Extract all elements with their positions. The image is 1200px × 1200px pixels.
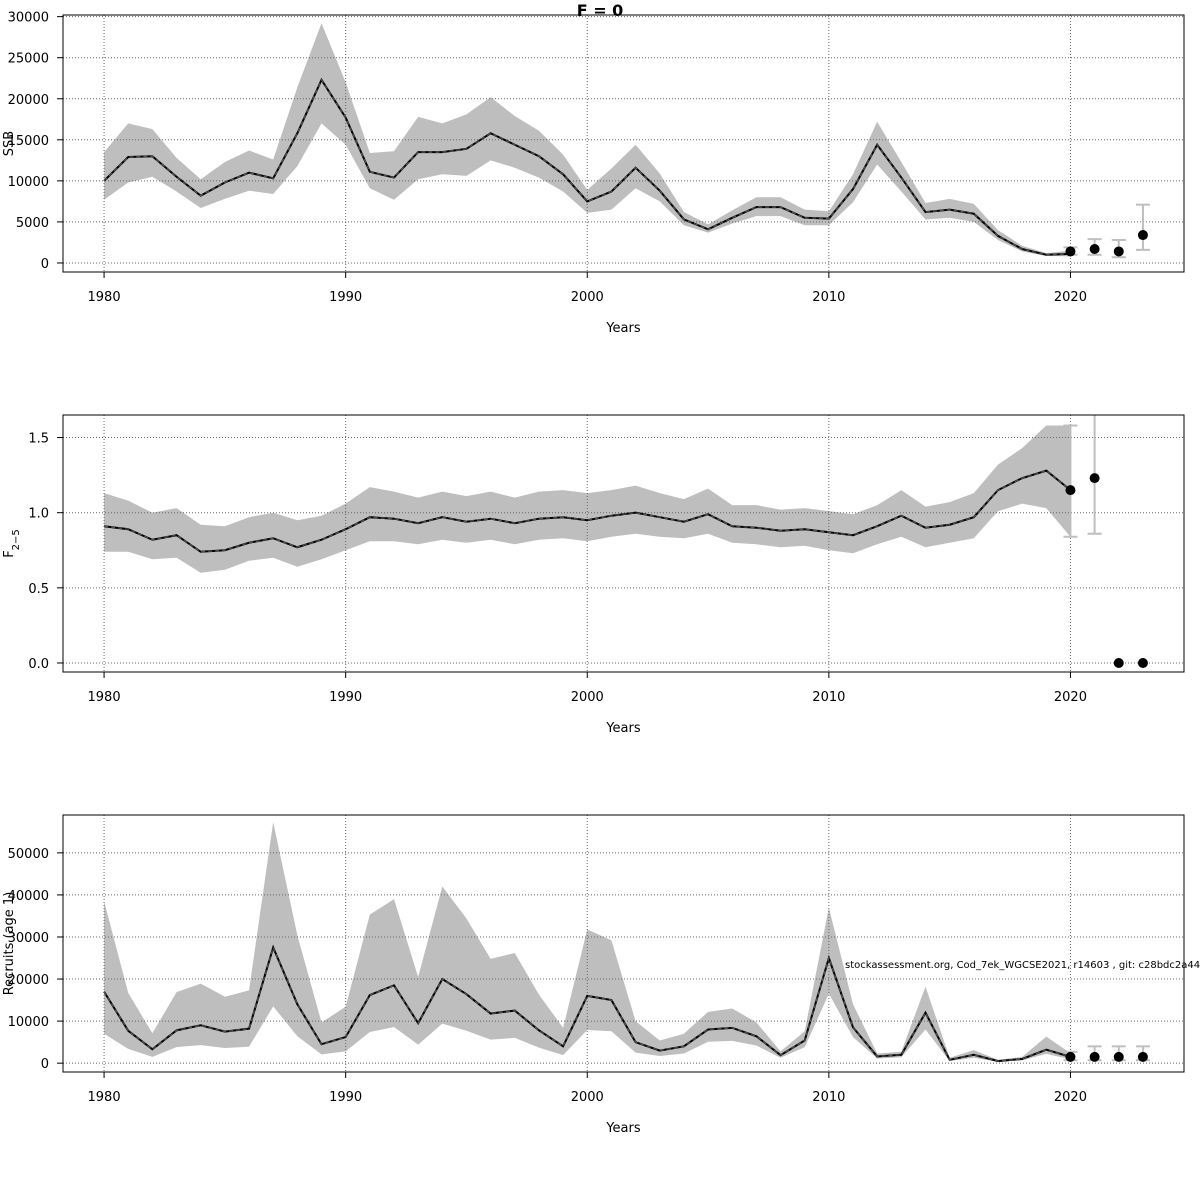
- estimate-line-dashed: [103, 78, 1071, 256]
- y-tick-label: 1.0: [28, 507, 49, 522]
- x-axis-title: Years: [605, 321, 641, 336]
- projection-point: [1137, 230, 1148, 241]
- y-axis-title: F2−5: [2, 529, 22, 558]
- x-tick-label: 2010: [812, 690, 845, 705]
- x-tick-label: 1980: [88, 290, 121, 305]
- x-axis-title: Years: [605, 721, 641, 736]
- x-tick-label: 2010: [812, 290, 845, 305]
- panel-2: 1980 1990 2000 2010 2020 0.0 0.5 1.0 1.5 Years F2−…: [2, 414, 1185, 736]
- projection-point: [1113, 657, 1124, 668]
- projection-point: [1065, 1051, 1076, 1062]
- estimate-line-dashed: [103, 469, 1071, 553]
- y-tick-label: 30000: [8, 11, 49, 26]
- y-tick-label: 1.5: [28, 432, 49, 447]
- main-title: F = 0: [577, 1, 624, 20]
- y-tick-label: 0.5: [28, 582, 49, 597]
- x-tick-label: 1980: [88, 690, 121, 705]
- panel-1: 1980 1990 2000 2010 2020 0 5000 10000 15000 20000…: [2, 11, 1185, 336]
- x-tick-label: 1990: [329, 290, 362, 305]
- plot-frame: [62, 414, 1185, 673]
- projection-point: [1089, 473, 1100, 484]
- y-axis-title: Recruits (age 1): [2, 892, 17, 996]
- x-axis-title: Years: [605, 1121, 641, 1136]
- y-tick-label: 15000: [8, 134, 49, 149]
- x-tick-label: 1990: [329, 690, 362, 705]
- projection-point: [1065, 246, 1076, 257]
- plot-frame: [62, 14, 1185, 273]
- projection-point: [1137, 657, 1148, 668]
- y-tick-label: 10000: [8, 1015, 49, 1030]
- confidence-band: [104, 822, 1071, 1062]
- x-tick-label: 1990: [329, 1090, 362, 1105]
- y-axis-title-subscript: 2−5: [11, 529, 22, 550]
- watermark: stockassessment.org, Cod_7ek_WGCSE2021, …: [845, 960, 1200, 971]
- projection-point: [1113, 246, 1124, 257]
- y-tick-label: 20000: [8, 973, 49, 988]
- panels: 1980 1990 2000 2010 202005000100001500020000…: [2, 11, 1185, 1136]
- y-tick-label: 25000: [8, 52, 49, 67]
- y-tick-label: 30000: [8, 931, 49, 946]
- x-tick-label: 2010: [812, 1090, 845, 1105]
- x-tick-label: 2000: [571, 290, 604, 305]
- y-tick-label: 0: [41, 257, 49, 272]
- y-tick-label: 5000: [16, 216, 49, 231]
- y-tick-label: 40000: [8, 889, 49, 904]
- y-axis-title: SSB: [2, 131, 17, 156]
- x-tick-label: 2000: [571, 690, 604, 705]
- y-tick-label: 0.0: [28, 657, 49, 672]
- x-tick-label: 1980: [88, 1090, 121, 1105]
- x-tick-label: 2020: [1054, 690, 1087, 705]
- projection-point: [1089, 1051, 1100, 1062]
- projection-point: [1113, 1051, 1124, 1062]
- y-tick-label: 0: [41, 1057, 49, 1072]
- y-tick-label: 10000: [8, 175, 49, 190]
- y-tick-label: 50000: [8, 847, 49, 862]
- projection-point: [1089, 244, 1100, 255]
- x-tick-label: 2020: [1054, 290, 1087, 305]
- estimate-line-dashed: [103, 945, 1071, 1062]
- x-tick-label: 2020: [1054, 1090, 1087, 1105]
- projection-point: [1065, 485, 1076, 496]
- x-tick-label: 2000: [571, 1090, 604, 1105]
- plot-frame: [62, 814, 1185, 1073]
- projection-point: [1137, 1051, 1148, 1062]
- panel-3: 1980 1990 2000 2010 2020 0 10000 20000 30000 4000…: [2, 814, 1185, 1136]
- y-tick-label: 20000: [8, 93, 49, 108]
